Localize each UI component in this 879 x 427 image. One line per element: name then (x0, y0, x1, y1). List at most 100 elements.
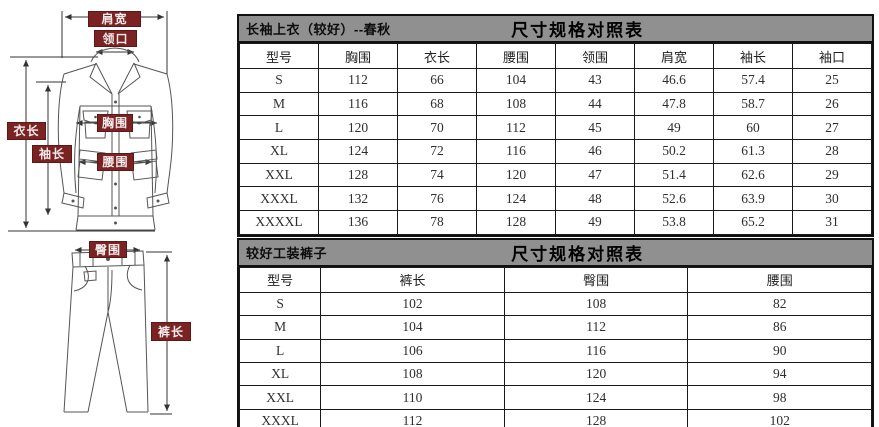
table-cell: 110 (320, 385, 505, 410)
column-header-cell: 胸围 (318, 43, 398, 69)
table-cell: 112 (476, 115, 556, 141)
table-cell: 82 (687, 291, 872, 317)
table-cell: 61.3 (713, 139, 793, 164)
pants-table-title-band: 较好工装裤子 尺寸规格对照表 (239, 239, 872, 267)
table-cell: 46 (555, 139, 635, 164)
table-cell: 98 (687, 385, 872, 410)
label-sleeve-length: 袖长 (32, 145, 72, 163)
table-cell: 44 (555, 91, 635, 117)
label-coat-length: 衣长 (7, 122, 46, 140)
header-row: 型号 裤长 臀围 腰围 (238, 266, 872, 293)
label-waist: 腰围 (97, 153, 134, 171)
table-cell: 86 (687, 315, 872, 340)
table-cell: 94 (687, 361, 872, 387)
table-cell: 104 (320, 315, 505, 340)
table-cell: L (238, 338, 322, 363)
table-row: S 112 66 104 43 46.6 57.4 25 (239, 68, 872, 93)
label-chest: 胸围 (97, 114, 133, 132)
table-cell: 124 (476, 186, 556, 212)
column-header-cell: 袖长 (713, 43, 793, 69)
dimension-arrows (8, 11, 172, 415)
table-cell: 128 (503, 408, 689, 427)
label-shoulder-width: 肩宽 (88, 11, 141, 27)
table-row: XXXL 132 76 124 48 52.6 63.9 30 (239, 186, 872, 212)
table-cell: 120 (503, 361, 689, 387)
table-cell: 43 (555, 68, 635, 93)
header-row: 型号 胸围 衣长 腰围 领围 肩宽 袖长 袖口 (239, 43, 872, 69)
table-cell: 26 (792, 91, 872, 117)
table-cell: XXXL (238, 408, 322, 427)
table-row: M 116 68 108 44 47.8 58.7 26 (239, 91, 872, 117)
table-cell: M (239, 91, 319, 117)
table-cell: 70 (397, 115, 477, 141)
table-cell: 47 (555, 162, 635, 188)
pants-drawing (63, 250, 149, 413)
table-cell: 102 (687, 408, 872, 427)
table-row: S 102 108 82 (238, 291, 872, 317)
table-cell: 28 (792, 139, 872, 164)
table-row: XXL 110 124 98 (238, 385, 872, 410)
table-cell: 108 (503, 291, 689, 317)
jacket-table-title-band: 长袖上衣（较好）--春秋 尺寸规格对照表 (239, 16, 872, 43)
label-hip: 臀围 (89, 241, 127, 258)
column-header-cell: 领围 (555, 43, 635, 69)
pants-size-table: 较好工装裤子 尺寸规格对照表 型号 裤长 臀围 腰围 S 102 108 82 M 104 112 8… (237, 237, 874, 427)
table-cell: 106 (320, 338, 505, 363)
table-cell: 46.6 (634, 68, 714, 93)
pants-table-subtitle: 较好工装裤子 (246, 245, 328, 261)
jacket-drawing (57, 47, 174, 231)
jacket-size-grid: 型号 胸围 衣长 腰围 领围 肩宽 袖长 袖口 S 112 66 104 43 46.6 57.4 25 M 11… (239, 43, 872, 235)
table-cell: 57.4 (713, 68, 793, 93)
table-cell: 78 (397, 210, 477, 235)
table-cell: 50.2 (634, 139, 714, 164)
size-tables: 长袖上衣（较好）--春秋 尺寸规格对照表 型号 胸围 衣长 腰围 领围 肩宽 袖长 袖口 S 11… (237, 14, 874, 427)
column-header-cell: 腰围 (476, 43, 556, 69)
table-cell: 25 (792, 68, 872, 93)
table-cell: 136 (318, 210, 398, 235)
table-cell: 30 (792, 186, 872, 212)
table-cell: 68 (397, 91, 477, 117)
table-cell: 65.2 (713, 210, 793, 235)
table-cell: 66 (397, 68, 477, 93)
table-cell: XL (239, 139, 319, 164)
table-cell: 52.6 (634, 186, 714, 212)
table-cell: 76 (397, 186, 477, 212)
table-row: XXXXL 136 78 128 49 53.8 65.2 31 (239, 210, 872, 235)
label-collar: 领口 (94, 30, 137, 47)
table-cell: 116 (318, 91, 398, 117)
table-cell: 108 (476, 91, 556, 117)
table-cell: XL (238, 361, 322, 387)
table-cell: 124 (318, 139, 398, 164)
table-cell: 128 (318, 162, 398, 188)
jacket-table-title: 尺寸规格对照表 (511, 21, 645, 40)
table-cell: 120 (318, 115, 398, 141)
garment-diagram: 肩宽 领口 衣长 袖长 胸围 腰围 臀围 裤长 (0, 0, 237, 427)
column-header-cell: 袖口 (792, 43, 872, 69)
pants-table-title: 尺寸规格对照表 (511, 244, 645, 264)
table-cell: 132 (318, 186, 398, 212)
column-header-cell: 臀围 (503, 266, 689, 293)
table-cell: 27 (792, 115, 872, 141)
table-cell: 104 (476, 68, 556, 93)
table-cell: 90 (687, 338, 872, 363)
column-header-cell: 衣长 (397, 43, 477, 69)
table-cell: S (238, 291, 322, 317)
column-header-cell: 型号 (238, 266, 322, 293)
column-header-cell: 型号 (239, 43, 319, 69)
table-cell: 112 (318, 68, 398, 93)
table-cell: 120 (476, 162, 556, 188)
label-pants-length: 裤长 (151, 322, 191, 341)
table-cell: 58.7 (713, 91, 793, 117)
table-cell: 31 (792, 210, 872, 235)
column-header-cell: 腰围 (687, 266, 872, 293)
table-row: M 104 112 86 (238, 315, 872, 340)
table-cell: 45 (555, 115, 635, 141)
garment-line-art (8, 11, 174, 415)
table-cell: XXL (239, 162, 319, 188)
table-row: XL 108 120 94 (238, 361, 872, 387)
table-cell: 63.9 (713, 186, 793, 212)
pants-size-grid: 型号 裤长 臀围 腰围 S 102 108 82 M 104 112 86 L 106 116 90 XL 108… (238, 266, 872, 427)
table-cell: 60 (713, 115, 793, 141)
table-cell: 48 (555, 186, 635, 212)
